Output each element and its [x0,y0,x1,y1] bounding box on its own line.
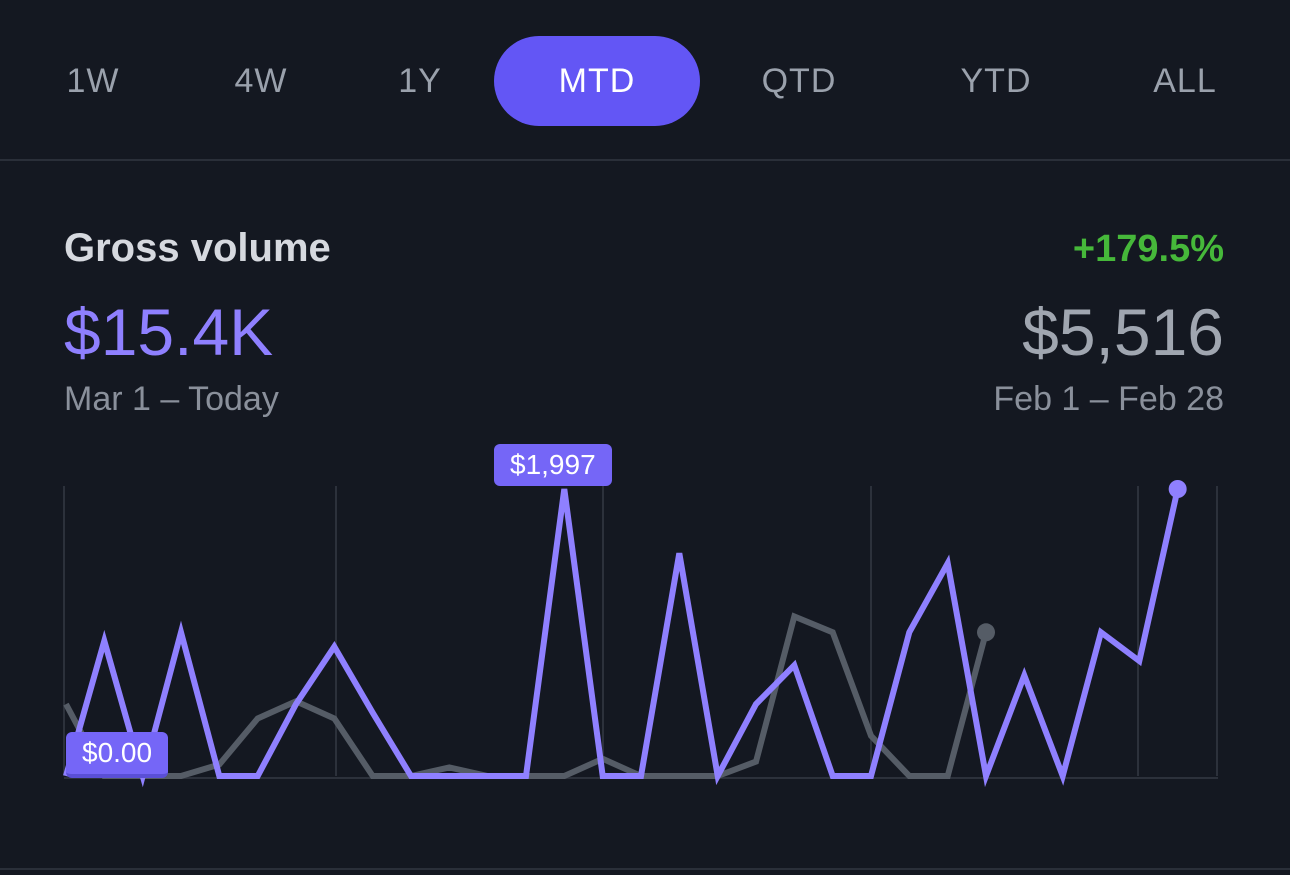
current-period-end-dot [1168,480,1187,498]
tab-qtd[interactable]: QTD [761,62,837,100]
tabs-divider [0,159,1290,161]
min-value-tooltip: $0.00 [66,732,169,778]
current-period-value: $15.4K [64,295,274,369]
chart-series [63,480,1187,788]
tab-mtd[interactable]: MTD [494,36,700,126]
tab-ytd[interactable]: YTD [960,62,1032,100]
tab-4w[interactable]: 4W [234,62,288,100]
previous-period-value: $5,516 [1022,295,1224,369]
bottom-divider [0,868,1290,870]
max-value-tooltip: $1,997 [494,444,612,486]
gross-volume-title: Gross volume [64,226,331,270]
period-tabs: 1W 4W 1Y MTD QTD YTD ALL [0,0,1290,160]
previous-period-range: Feb 1 – Feb 28 [993,380,1224,418]
tab-1y[interactable]: 1Y [398,62,442,100]
current-period-range: Mar 1 – Today [64,380,279,418]
tab-1w[interactable]: 1W [66,62,120,100]
gross-volume-chart[interactable] [0,430,1290,810]
previous-period-end-dot [977,623,995,642]
tab-all[interactable]: ALL [1153,62,1217,100]
current-period-line [63,488,1181,788]
percent-change-badge: +179.5% [1072,228,1224,270]
previous-period-line [63,612,989,779]
